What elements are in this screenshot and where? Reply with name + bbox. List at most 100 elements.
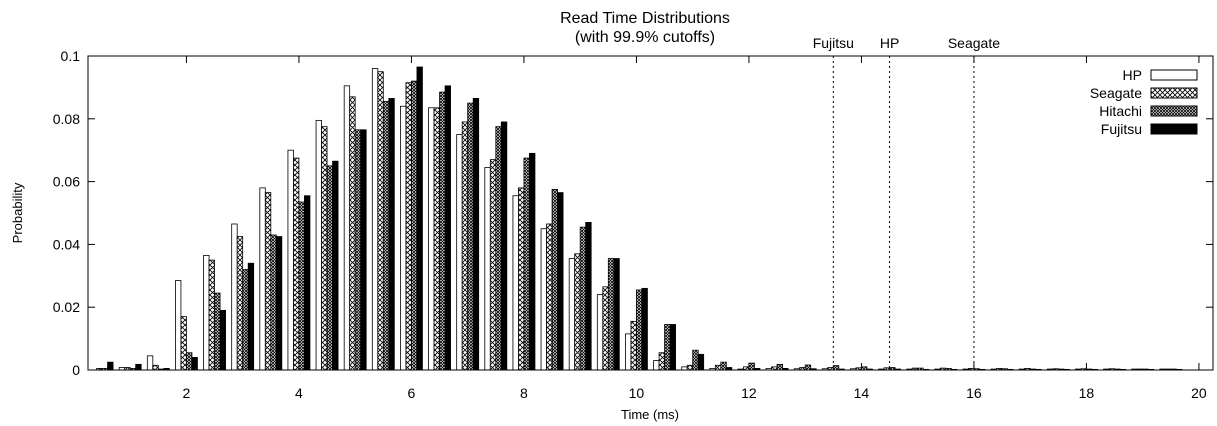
legend-label-seagate: Seagate xyxy=(1090,85,1142,101)
x-axis-label: Time (ms) xyxy=(621,407,679,422)
bar-hp xyxy=(653,360,660,371)
bar-hp xyxy=(484,167,491,371)
tick-labels: 2 4 6 8 10 12 14 16 18 20 0 0.02 0.04 0.06 0.08 0.1 xyxy=(53,48,1207,401)
bar-fujitsu xyxy=(472,97,480,371)
bar-hitachi xyxy=(664,324,671,371)
legend-label-fujitsu: Fujitsu xyxy=(1101,121,1142,137)
plot-frame xyxy=(87,55,1214,371)
bar-hp xyxy=(371,68,379,371)
bar-seagate xyxy=(377,71,384,371)
legend-swatch-hp xyxy=(1150,69,1198,81)
bar-hp xyxy=(568,258,576,371)
legend-label-hp: HP xyxy=(1123,67,1142,83)
legend-swatch-fujitsu xyxy=(1150,123,1198,135)
y-tick-label: 0.02 xyxy=(53,299,80,315)
bar-hitachi xyxy=(692,349,699,371)
bar-hitachi xyxy=(242,269,249,371)
bar-seagate xyxy=(180,316,187,371)
bar-hp xyxy=(540,228,547,371)
bar-seagate xyxy=(630,320,637,371)
bar-fujitsu xyxy=(669,324,676,371)
axis-ticks xyxy=(88,55,1213,371)
y-tick-label: 0.06 xyxy=(53,174,80,190)
bar-seagate xyxy=(264,192,272,371)
bar-seagate xyxy=(321,126,328,371)
bar-hitachi xyxy=(495,126,502,371)
bar-hitachi xyxy=(326,165,333,371)
bar-fujitsu xyxy=(107,361,114,371)
bar-seagate xyxy=(518,187,525,371)
bar-seagate xyxy=(602,286,609,371)
x-tick-label: 10 xyxy=(629,385,645,401)
bar-hp xyxy=(231,223,238,371)
bar-hp xyxy=(203,254,210,371)
bar-hitachi xyxy=(748,362,755,371)
bar-seagate xyxy=(574,253,581,371)
bar-hp xyxy=(343,85,351,371)
bar-hp xyxy=(175,280,182,371)
bar-hitachi xyxy=(523,157,530,371)
x-tick-label: 12 xyxy=(741,385,757,401)
bar-hitachi xyxy=(186,352,193,371)
x-tick-label: 6 xyxy=(408,385,416,401)
chart-title-text: Read Time Distributions xyxy=(560,10,730,27)
bar-fujitsu xyxy=(332,160,339,371)
x-tick-label: 18 xyxy=(1079,385,1095,401)
bar-hitachi xyxy=(270,234,277,371)
bar-fujitsu xyxy=(613,258,620,371)
bar-hp xyxy=(400,105,407,371)
bar-fujitsu xyxy=(247,262,255,371)
bar-hp xyxy=(625,333,632,371)
bar-hitachi xyxy=(720,361,727,371)
bar-fujitsu xyxy=(275,236,283,371)
bar-hitachi xyxy=(411,80,418,371)
bar-hitachi xyxy=(467,102,474,371)
bar-seagate xyxy=(236,236,244,371)
bar-hitachi xyxy=(804,364,812,371)
bar-seagate xyxy=(658,352,665,371)
bar-seagate xyxy=(686,364,694,371)
bar-seagate xyxy=(433,107,440,371)
bar-hitachi xyxy=(776,363,783,371)
bar-seagate xyxy=(349,96,356,371)
bar-hp xyxy=(259,187,266,371)
bar-hitachi xyxy=(439,91,446,371)
bar-hitachi xyxy=(636,289,643,371)
bar-fujitsu xyxy=(529,152,536,371)
cutoff-label-hp: HP xyxy=(880,35,899,51)
bar-hp xyxy=(146,355,154,371)
bar-fujitsu xyxy=(416,66,423,371)
legend: HP Seagate Hitachi Fujitsu xyxy=(1090,67,1198,137)
bar-seagate xyxy=(208,259,215,371)
bar-hitachi xyxy=(214,292,221,371)
cutoff-label-seagate: Seagate xyxy=(948,35,1000,51)
bar-seagate xyxy=(405,82,412,371)
bar-seagate xyxy=(489,159,497,371)
bar-fujitsu xyxy=(585,222,592,371)
bar-seagate xyxy=(461,121,469,371)
bar-hp xyxy=(456,134,463,371)
x-tick-label: 14 xyxy=(854,385,870,401)
bar-fujitsu xyxy=(360,129,367,371)
bar-seagate xyxy=(152,364,159,371)
bar-fujitsu xyxy=(191,357,198,371)
bar-fujitsu xyxy=(697,353,705,371)
cutoff-lines: Fujitsu HP Seagate xyxy=(813,35,1000,370)
bar-hp xyxy=(287,149,294,371)
x-tick-label: 8 xyxy=(520,385,528,401)
y-axis-label: Probability xyxy=(10,182,25,243)
bar-hp xyxy=(596,294,604,371)
bar-hp xyxy=(315,119,322,371)
bar-fujitsu xyxy=(388,97,395,371)
bar-fujitsu xyxy=(557,192,564,371)
bar-hitachi xyxy=(551,189,558,371)
bar-hp xyxy=(428,107,435,371)
chart-subtitle-text: (with 99.9% cutoffs) xyxy=(575,29,715,46)
legend-swatch-seagate xyxy=(1150,87,1198,99)
x-tick-label: 20 xyxy=(1191,385,1207,401)
bar-hp xyxy=(512,195,519,371)
bar-hitachi xyxy=(382,101,390,371)
bar-seagate xyxy=(293,157,300,371)
bar-fujitsu xyxy=(135,363,142,371)
